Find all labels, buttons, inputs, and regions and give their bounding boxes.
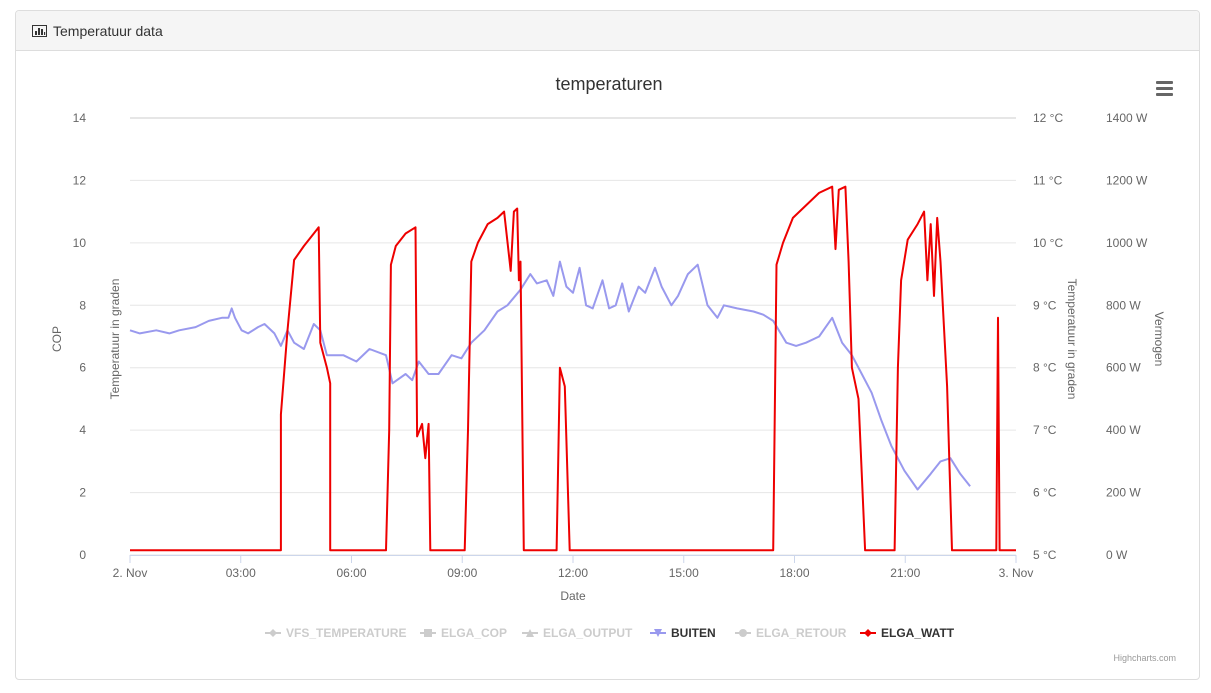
legend-marker-square xyxy=(424,629,432,637)
y-tick-label-temp: 7 °C xyxy=(1033,423,1057,437)
y-tick-label-power: 1000 W xyxy=(1106,236,1148,250)
legend-label: BUITEN xyxy=(671,626,716,640)
y-axis-title-temperature-left: Temperatuur in graden xyxy=(108,279,122,400)
legend: VFS_TEMPERATURE ELGA_COP ELGA_OUTPUT BUITEN… xyxy=(265,626,955,640)
grid-lines xyxy=(130,117,1016,556)
y-tick-label-power: 600 W xyxy=(1106,361,1141,375)
y-tick-label-cop: 8 xyxy=(79,298,86,312)
series-lines xyxy=(129,185,1016,552)
panel-heading: Temperatuur data xyxy=(16,11,1199,51)
legend-item-vfs-temperature[interactable]: VFS_TEMPERATURE xyxy=(265,626,406,640)
x-tick-label: 06:00 xyxy=(336,566,366,580)
legend-item-elga-output[interactable]: ELGA_OUTPUT xyxy=(522,626,633,640)
legend-marker-diamond xyxy=(864,629,872,637)
x-tick-label: 09:00 xyxy=(447,566,477,580)
axes: 2. Nov 03:00 06:00 09:00 12:00 15:00 18:00 21:0… xyxy=(73,111,1148,580)
legend-marker-circle xyxy=(739,629,747,637)
legend-item-elga-retour[interactable]: ELGA_RETOUR xyxy=(735,626,847,640)
chart-title: temperaturen xyxy=(555,74,662,94)
series-line-elga-watt[interactable] xyxy=(130,185,1016,552)
y-axis-title-power: Vermogen xyxy=(1152,312,1166,367)
y-tick-label-power: 0 W xyxy=(1106,548,1128,562)
y-tick-label-cop: 14 xyxy=(73,111,87,125)
y-tick-label-cop: 10 xyxy=(73,236,87,250)
y-tick-label-power: 200 W xyxy=(1106,486,1141,500)
y-tick-label-temp: 5 °C xyxy=(1033,548,1057,562)
legend-item-buiten[interactable]: BUITEN xyxy=(650,626,716,640)
x-tick-label: 12:00 xyxy=(558,566,588,580)
y-tick-label-temp: 6 °C xyxy=(1033,486,1057,500)
x-tick-label: 2. Nov xyxy=(113,566,148,580)
legend-item-elga-cop[interactable]: ELGA_COP xyxy=(420,626,507,640)
y-tick-label-power: 1200 W xyxy=(1106,173,1148,187)
y-axis-title-cop: COP xyxy=(50,326,64,352)
chart-panel: Temperatuur data xyxy=(15,10,1200,680)
y-tick-label-cop: 4 xyxy=(79,423,86,437)
y-tick-label-temp: 11 °C xyxy=(1033,173,1063,187)
legend-label: ELGA_WATT xyxy=(881,626,955,640)
y-tick-label-temp: 10 °C xyxy=(1033,236,1063,250)
y-tick-label-temp: 9 °C xyxy=(1033,298,1057,312)
x-tick-label: 18:00 xyxy=(779,566,809,580)
exporting-menu-button[interactable] xyxy=(1150,76,1178,100)
legend-item-elga-watt[interactable]: ELGA_WATT xyxy=(860,626,955,640)
panel-title: Temperatuur data xyxy=(53,22,163,39)
y-tick-label-power: 800 W xyxy=(1106,298,1141,312)
legend-label: ELGA_RETOUR xyxy=(756,626,847,640)
x-tick-label: 03:00 xyxy=(226,566,256,580)
x-tick-label: 3. Nov xyxy=(999,566,1034,580)
legend-marker-triangle-down xyxy=(654,629,662,637)
legend-label: ELGA_COP xyxy=(441,626,507,640)
x-axis-title: Date xyxy=(560,589,586,603)
credits-link[interactable]: Highcharts.com xyxy=(1113,653,1176,663)
y-tick-label-temp: 8 °C xyxy=(1033,361,1057,375)
y-tick-label-power: 400 W xyxy=(1106,423,1141,437)
legend-label: VFS_TEMPERATURE xyxy=(286,626,406,640)
legend-marker-triangle xyxy=(526,629,534,637)
x-tick-label: 21:00 xyxy=(890,566,920,580)
y-tick-label-cop: 12 xyxy=(73,173,87,187)
y-axis-title-temperature-right: Temperatuur in graden xyxy=(1065,279,1079,400)
y-tick-label-cop: 0 xyxy=(79,548,86,562)
legend-marker-diamond xyxy=(269,629,277,637)
x-tick-label: 15:00 xyxy=(669,566,699,580)
series-line-buiten[interactable] xyxy=(129,260,971,491)
bar-chart-icon xyxy=(32,24,47,37)
y-tick-label-power: 1400 W xyxy=(1106,111,1148,125)
legend-label: ELGA_OUTPUT xyxy=(543,626,633,640)
y-tick-label-cop: 6 xyxy=(79,361,86,375)
y-tick-label-temp: 12 °C xyxy=(1033,111,1063,125)
y-tick-label-cop: 2 xyxy=(79,486,86,500)
